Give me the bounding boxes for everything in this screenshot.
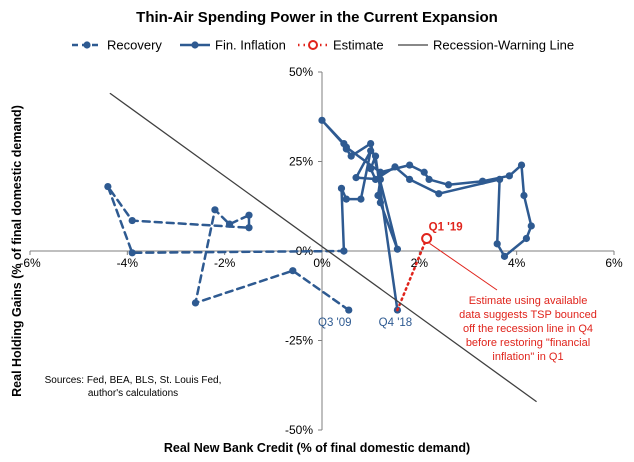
x-tick-label: 2%	[411, 256, 429, 270]
y-axis-title: Real Holding Gains (% of final domestic …	[10, 105, 24, 397]
legend-marker-fin-inflation	[191, 41, 199, 49]
data-point-fin-inflation	[391, 163, 399, 171]
data-point-recovery	[128, 216, 136, 225]
data-point-fin-inflation	[522, 234, 531, 243]
data-point-fin-inflation	[347, 152, 355, 160]
sources-line: Sources: Fed, BEA, BLS, St. Louis Fed,	[45, 375, 222, 386]
data-point-fin-inflation	[342, 143, 350, 151]
data-point-fin-inflation	[527, 222, 535, 230]
legend-label-recession-warning-line: Recession-Warning Line	[433, 38, 574, 53]
x-tick-label: 4%	[508, 256, 526, 270]
legend-marker-recovery	[83, 41, 91, 49]
data-point-recovery	[345, 306, 353, 314]
data-point-fin-inflation	[517, 161, 526, 169]
data-point-fin-inflation	[371, 152, 380, 160]
data-point-fin-inflation	[357, 195, 365, 203]
sources-text: Sources: Fed, BEA, BLS, St. Louis Fed, au…	[45, 375, 222, 399]
chart-title: Thin-Air Spending Power in the Current E…	[136, 9, 498, 26]
legend-label-fin-inflation: Fin. Inflation	[215, 38, 286, 53]
annotation: Estimate using available data suggests TS…	[429, 243, 597, 363]
data-point-fin-inflation	[425, 175, 433, 183]
data-point-fin-inflation	[367, 165, 375, 173]
data-point-fin-inflation	[342, 195, 350, 203]
data-point-fin-inflation	[496, 175, 504, 183]
data-point-fin-inflation	[371, 175, 380, 183]
y-tick-label: -25%	[285, 334, 313, 348]
data-point-fin-inflation	[352, 174, 360, 182]
data-point-fin-inflation	[376, 168, 384, 176]
data-point-fin-inflation	[520, 191, 528, 200]
data-point-fin-inflation	[374, 191, 382, 200]
data-point-recovery	[191, 299, 200, 307]
annotation-line: off the recession line in Q4	[463, 323, 593, 335]
estimate-marker	[421, 232, 433, 244]
data-point-fin-inflation	[505, 172, 513, 180]
data-point-fin-inflation	[318, 116, 326, 124]
data-point-recovery	[245, 224, 253, 232]
annotation-text: Estimate using available data suggests TS…	[459, 295, 597, 363]
series-line-estimate	[396, 237, 428, 312]
point-label: Q1 '19	[429, 221, 463, 233]
x-tick-label: -6%	[19, 256, 41, 270]
data-point-fin-inflation	[393, 245, 402, 253]
data-point-recovery	[128, 249, 136, 257]
data-point-recovery	[211, 206, 219, 214]
x-tick-label: -2%	[214, 256, 236, 270]
data-point-fin-inflation	[435, 190, 443, 198]
legend: Recovery Fin. Inflation Estimate Recession-…	[72, 38, 574, 53]
annotation-line: before restoring "financial	[466, 337, 590, 349]
point-labels: Q3 '09 Q4 '18 Q1 '19	[318, 221, 463, 329]
annotation-leader-line	[429, 243, 498, 291]
legend-label-recovery: Recovery	[107, 38, 162, 53]
data-point-fin-inflation	[479, 177, 487, 185]
data-point-fin-inflation	[340, 247, 348, 255]
data-point-fin-inflation	[367, 140, 375, 148]
data-point-recovery	[289, 267, 297, 275]
x-tick-label: -4%	[117, 256, 139, 270]
y-tick-label: 25%	[289, 155, 313, 169]
data-point-fin-inflation	[493, 240, 501, 248]
series-line-recession-warning-line	[109, 92, 537, 403]
x-axis-title: Real New Bank Credit (% of final domesti…	[164, 441, 470, 455]
data-point-recovery	[245, 211, 253, 219]
x-tick-label: 6%	[605, 256, 623, 270]
data-point-fin-inflation	[444, 181, 453, 189]
x-tick-label: 0%	[313, 256, 331, 270]
point-label: Q3 '09	[318, 317, 352, 329]
legend-marker-estimate	[308, 40, 318, 50]
annotation-line: data suggests TSP bounced	[459, 309, 597, 321]
data-point-fin-inflation	[367, 147, 375, 155]
legend-label-estimate: Estimate	[333, 38, 384, 53]
data-point-recovery	[104, 182, 112, 191]
data-point-fin-inflation	[406, 175, 414, 183]
series-line-fin-inflation	[320, 119, 533, 312]
y-tick-label: -50%	[285, 423, 313, 437]
point-label: Q4 '18	[379, 317, 413, 329]
data-point-fin-inflation	[337, 184, 346, 192]
data-point-recovery	[225, 220, 234, 228]
data-point-fin-inflation	[376, 199, 384, 207]
data-point-fin-inflation	[420, 168, 428, 176]
y-tick-label: 50%	[289, 65, 313, 79]
sources-line: author's calculations	[88, 388, 178, 399]
annotation-line: inflation" in Q1	[492, 351, 563, 363]
series-layer	[104, 92, 537, 403]
annotation-line: Estimate using available	[469, 295, 588, 307]
data-point-fin-inflation	[500, 252, 509, 260]
data-point-fin-inflation	[406, 161, 414, 169]
